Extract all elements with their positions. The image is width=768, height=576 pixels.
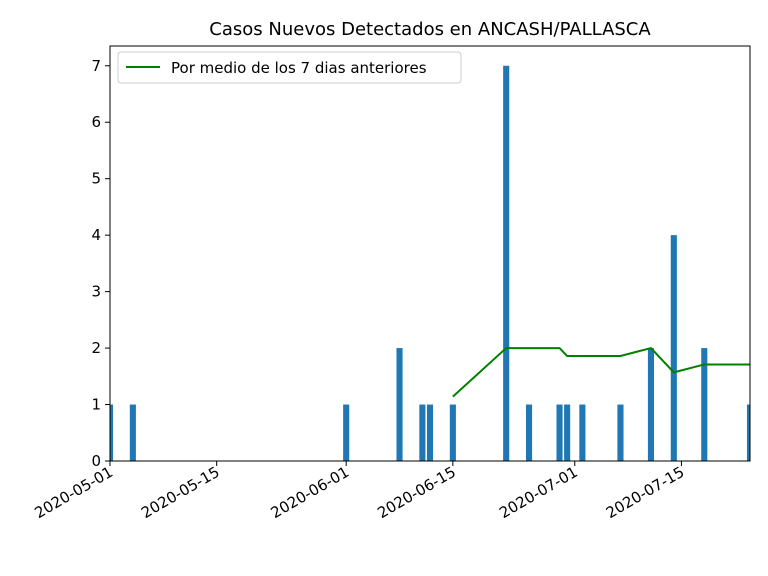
bar-2020-06-25 (526, 404, 533, 461)
bar-2020-06-08 (396, 348, 403, 461)
legend-label: Por medio de los 7 dias anteriores (171, 59, 427, 77)
bar-2020-07-24 (746, 404, 750, 461)
legend-box (117, 51, 462, 84)
bar-2020-06-01 (343, 404, 350, 461)
bar-2020-07-18 (701, 348, 708, 461)
rolling-mean-line (452, 346, 750, 398)
y-tick-label: 6 (91, 113, 101, 131)
y-tick-label: 3 (91, 283, 101, 301)
y-tick-label: 0 (91, 452, 101, 470)
y-axis: 0 1 2 3 4 5 6 7 (91, 57, 110, 470)
plot-frame (109, 45, 751, 462)
bar-2020-06-30 (564, 404, 571, 461)
y-tick-label: 5 (91, 170, 101, 188)
bar-2020-06-22 (503, 65, 510, 461)
rolling-mean-line-group (452, 346, 750, 398)
y-tick-label: 4 (91, 226, 101, 244)
bar-2020-06-11 (419, 404, 426, 461)
y-tick-label: 7 (91, 57, 101, 75)
bar-2020-07-11 (647, 348, 654, 461)
chart-title: Casos Nuevos Detectados en ANCASH/PALLAS… (209, 19, 651, 40)
bar-2020-07-02 (579, 404, 586, 461)
y-tick-label: 1 (91, 396, 101, 414)
bar-2020-06-29 (556, 404, 563, 461)
bar-2020-05-04 (129, 404, 136, 461)
bar-2020-06-12 (426, 404, 434, 461)
y-tick-label: 2 (91, 339, 101, 357)
bar-2020-05-01 (110, 404, 114, 461)
bar-2020-07-14 (670, 235, 677, 461)
bar-2020-07-07 (617, 404, 624, 461)
bars-group (110, 65, 750, 461)
bar-2020-06-15 (449, 404, 456, 461)
legend: Por medio de los 7 dias anteriores (117, 51, 462, 84)
